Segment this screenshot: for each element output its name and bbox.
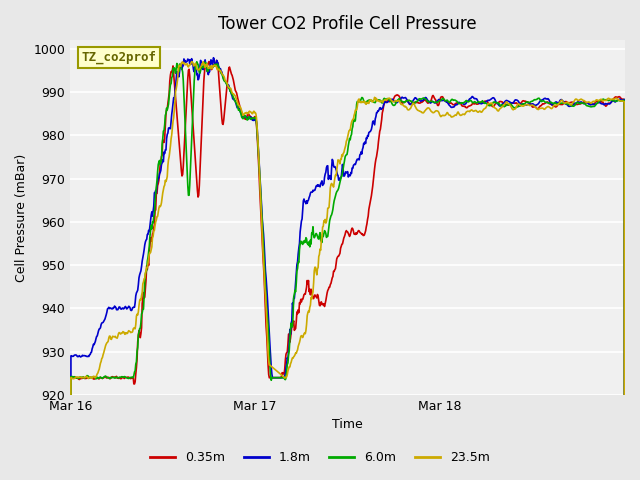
Y-axis label: Cell Pressure (mBar): Cell Pressure (mBar) [15, 154, 28, 282]
Legend: 0.35m, 1.8m, 6.0m, 23.5m: 0.35m, 1.8m, 6.0m, 23.5m [145, 446, 495, 469]
Text: TZ_co2prof: TZ_co2prof [81, 51, 156, 64]
X-axis label: Time: Time [332, 419, 363, 432]
Title: Tower CO2 Profile Cell Pressure: Tower CO2 Profile Cell Pressure [218, 15, 477, 33]
